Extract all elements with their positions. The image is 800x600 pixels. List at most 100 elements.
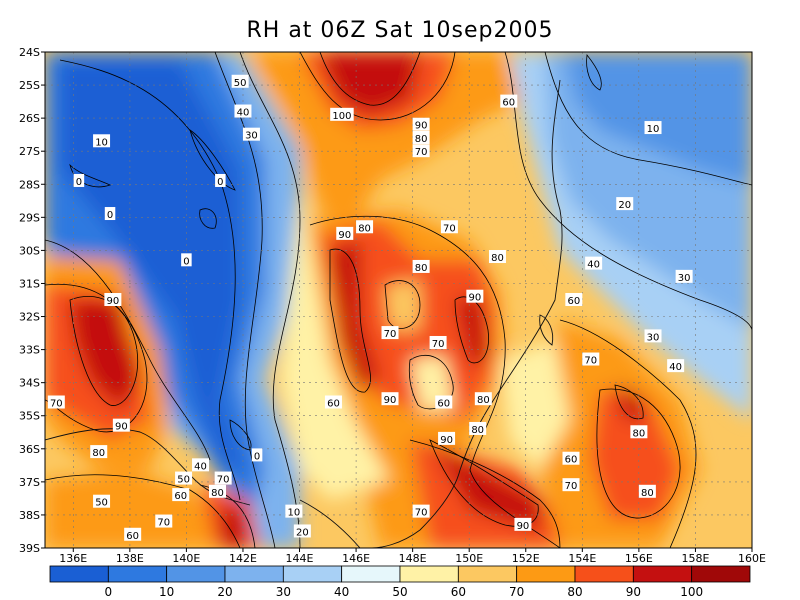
contour-label-box [192, 458, 210, 472]
contour-label: 70 [155, 514, 173, 529]
contour-label-box [324, 395, 342, 409]
contour-label-box [582, 352, 600, 366]
contour-label-box [90, 445, 108, 459]
contour-label-text: 80 [92, 448, 105, 459]
contour-label-text: 70 [432, 339, 445, 350]
contour-label: 70 [412, 504, 430, 519]
y-tick-label: 32S [19, 311, 40, 324]
colorbar-swatch [224, 565, 284, 583]
y-tick-label: 24S [19, 46, 40, 59]
contour-label-box [381, 326, 399, 340]
colorbar-swatch [107, 565, 168, 583]
contour-label-box [251, 448, 263, 462]
contour-label: 0 [104, 207, 116, 221]
contour-label-box [429, 335, 447, 349]
contour-label: 20 [293, 524, 311, 538]
contour-label: 60 [324, 395, 342, 410]
contour-label-text: 60 [502, 98, 515, 109]
y-tick-label: 39S [19, 542, 40, 555]
y-tick-label: 37S [19, 476, 40, 489]
colorbar-swatch [574, 565, 634, 583]
contour-label-text: 0 [107, 210, 113, 221]
contour-label: 70 [440, 220, 458, 234]
contour-label: 70 [582, 352, 600, 367]
contour-label-box [412, 130, 430, 144]
contour-label-box [215, 173, 226, 187]
contour-label: 90 [381, 392, 399, 406]
contour-label-box [181, 253, 192, 267]
contour-label-text: 50 [177, 475, 190, 486]
contour-label: 90 [336, 226, 354, 241]
y-tick-label: 28S [19, 178, 40, 191]
contour-label-text: 80 [211, 488, 224, 499]
contour-label: 60 [562, 451, 580, 466]
colorbar-label: 70 [509, 585, 524, 599]
contour-label: 20 [616, 197, 634, 211]
contour-label-text: 80 [415, 134, 428, 145]
contour-label-text: 90 [517, 521, 530, 532]
contour-label-text: 70 [217, 475, 230, 486]
contour-label: 80 [412, 130, 430, 145]
contour-label-box [285, 504, 303, 518]
contour-label: 70 [412, 144, 430, 158]
x-tick-label: 158E [681, 552, 709, 565]
contour-label-text: 40 [669, 362, 682, 373]
contour-label-text: 90 [107, 296, 120, 307]
colorbar: 0 10 20 30 40 50 60 70 80 90 100 [49, 565, 751, 599]
colorbar-swatch [457, 565, 518, 583]
colorbar-label: 30 [276, 585, 291, 599]
contour-label-text: 40 [587, 260, 600, 271]
contour-label-text: 70 [384, 329, 397, 340]
contour-label-box [412, 259, 430, 273]
contour-label: 80 [90, 445, 108, 459]
contour-label: 70 [429, 335, 447, 350]
contour-label: 60 [124, 527, 142, 542]
contour-label-box [440, 220, 458, 234]
contour-label-box [562, 478, 580, 492]
contour-label: 10 [285, 504, 303, 519]
colorbar-swatch [632, 565, 693, 583]
contour-label: 40 [234, 104, 252, 119]
contour-label: 40 [192, 458, 210, 472]
contour-label-text: 60 [174, 491, 187, 502]
contour-label: 50 [175, 471, 193, 486]
contour-label-box [466, 289, 484, 303]
contour-label-box [93, 134, 111, 148]
y-tick-label: 33S [19, 344, 40, 357]
contour-label-box [330, 107, 354, 121]
contour-label: 70 [47, 395, 65, 410]
contour-label: 90 [514, 517, 532, 532]
contour-label-box [47, 395, 65, 409]
contour-label-text: 100 [332, 111, 351, 122]
x-tick-label: 154E [568, 552, 596, 565]
y-tick-label: 27S [19, 145, 40, 158]
colorbar-label: 100 [680, 585, 703, 599]
colorbar-label: 40 [334, 585, 349, 599]
contour-label: 60 [565, 293, 583, 307]
x-tick-label: 152E [512, 552, 540, 565]
contour-label: 70 [562, 478, 580, 492]
contour-label-box [435, 395, 453, 409]
contour-label-box [381, 392, 399, 406]
y-tick-label: 36S [19, 443, 40, 456]
y-tick-label: 38S [19, 509, 40, 522]
contour-label-box [438, 431, 456, 445]
contour-label-box [336, 226, 354, 240]
contour-label-text: 10 [647, 124, 660, 135]
contour-label-text: 60 [437, 399, 450, 410]
contour-label: 80 [209, 484, 227, 499]
contour-label-box [500, 94, 518, 108]
contour-label-box [616, 197, 634, 211]
contour-label: 80 [412, 259, 430, 274]
colorbar-label: 20 [217, 585, 232, 599]
contour-label-text: 80 [471, 425, 484, 436]
contour-label-text: 70 [443, 223, 456, 234]
contour-label-text: 90 [415, 121, 428, 132]
contour-label-box [93, 494, 111, 508]
contour-label-text: 70 [157, 518, 170, 529]
contour-label-box [209, 484, 227, 498]
contour-label-text: 60 [565, 455, 578, 466]
contour-label: 80 [488, 250, 506, 264]
